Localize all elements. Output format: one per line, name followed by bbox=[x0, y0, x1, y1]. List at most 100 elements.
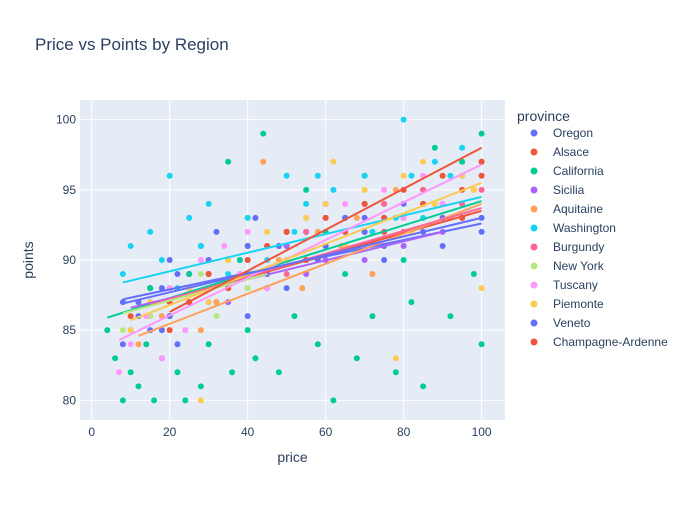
point-champagne-ardenne bbox=[283, 228, 290, 235]
point-oregon bbox=[381, 257, 388, 263]
y-tick-label: 90 bbox=[63, 253, 77, 267]
point-california bbox=[127, 369, 134, 376]
legend-marker bbox=[530, 243, 538, 251]
point-tuscany bbox=[381, 186, 388, 193]
point-california bbox=[260, 130, 267, 137]
point-piemonte bbox=[197, 397, 204, 404]
point-burgundy bbox=[283, 271, 290, 278]
legend-marker bbox=[530, 167, 538, 175]
point-alsace bbox=[478, 172, 485, 179]
legend-item-alsace[interactable]: Alsace bbox=[530, 145, 590, 159]
point-california bbox=[447, 313, 454, 320]
point-burgundy bbox=[478, 186, 485, 193]
point-california bbox=[225, 158, 232, 165]
point-oregon bbox=[213, 228, 220, 235]
point-california bbox=[303, 186, 310, 193]
point-tuscany bbox=[197, 257, 204, 263]
legend-item-washington[interactable]: Washington bbox=[530, 221, 616, 235]
point-california bbox=[314, 341, 321, 348]
point-california bbox=[408, 299, 415, 306]
legend[interactable]: Oregon Alsace California Sicilia Aquitaine Wa… bbox=[530, 126, 669, 349]
point-tuscany bbox=[244, 228, 251, 235]
point-piemonte bbox=[361, 186, 368, 193]
legend-title: province bbox=[517, 108, 570, 124]
point-california bbox=[342, 271, 349, 278]
trendline-washington bbox=[122, 195, 482, 284]
point-aquitaine bbox=[135, 341, 142, 348]
point-california bbox=[459, 158, 466, 165]
point-veneto bbox=[119, 341, 126, 348]
point-tuscany bbox=[115, 369, 122, 376]
point-aquitaine bbox=[369, 271, 376, 278]
point-piemonte bbox=[470, 186, 477, 193]
y-tick-label: 100 bbox=[56, 113, 76, 127]
x-tick-label: 60 bbox=[319, 425, 333, 439]
y-tick-label: 85 bbox=[63, 323, 77, 337]
point-champagne-ardenne bbox=[166, 327, 173, 334]
legend-item-aquitaine[interactable]: Aquitaine bbox=[530, 202, 604, 216]
legend-marker bbox=[530, 281, 538, 289]
point-veneto bbox=[158, 285, 165, 292]
point-california bbox=[478, 130, 485, 137]
point-california bbox=[244, 327, 251, 334]
x-tick-label: 100 bbox=[472, 425, 492, 439]
point-piemonte bbox=[330, 158, 337, 165]
point-piemonte bbox=[303, 214, 310, 221]
legend-item-piemonte[interactable]: Piemonte bbox=[530, 297, 605, 311]
point-california bbox=[104, 327, 111, 334]
point-aquitaine bbox=[353, 214, 360, 221]
point-california bbox=[182, 397, 189, 404]
point-california bbox=[252, 355, 259, 362]
legend-label: Champagne-Ardenne bbox=[553, 335, 668, 349]
legend-item-burgundy[interactable]: Burgundy bbox=[530, 240, 605, 254]
point-washington bbox=[459, 144, 466, 151]
point-new-york bbox=[119, 327, 126, 334]
legend-label: Veneto bbox=[553, 316, 591, 330]
point-oregon bbox=[439, 242, 446, 249]
legend-item-veneto[interactable]: Veneto bbox=[530, 316, 591, 330]
point-tuscany bbox=[221, 242, 228, 249]
axis-tick-labels: 0 20 40 60 80 100 80 85 90 95 100 bbox=[56, 113, 492, 439]
point-california bbox=[151, 397, 158, 404]
point-new-york bbox=[213, 313, 220, 320]
legend-item-california[interactable]: California bbox=[530, 164, 605, 178]
legend-marker bbox=[530, 129, 538, 137]
legend-label: California bbox=[553, 164, 604, 178]
point-sicilia bbox=[400, 242, 407, 249]
point-california bbox=[174, 369, 181, 376]
chart-title: Price vs Points by Region bbox=[35, 35, 229, 54]
legend-item-champagne-ardenne[interactable]: Champagne-Ardenne bbox=[530, 335, 669, 349]
point-veneto bbox=[174, 271, 181, 278]
legend-label: Oregon bbox=[553, 126, 593, 140]
point-piemonte bbox=[400, 172, 407, 179]
point-piemonte bbox=[420, 158, 427, 165]
point-piemonte bbox=[322, 200, 329, 207]
point-burgundy bbox=[381, 200, 388, 207]
point-washington bbox=[166, 172, 173, 179]
legend-item-sicilia[interactable]: Sicilia bbox=[530, 183, 585, 197]
point-tuscany bbox=[158, 355, 165, 362]
point-tuscany bbox=[342, 200, 349, 207]
point-washington bbox=[330, 186, 337, 193]
point-sicilia bbox=[361, 257, 368, 263]
point-aquitaine bbox=[299, 285, 306, 292]
y-tick-label: 80 bbox=[63, 393, 77, 407]
point-california bbox=[420, 383, 427, 390]
legend-label: Aquitaine bbox=[553, 202, 603, 216]
legend-item-tuscany[interactable]: Tuscany bbox=[530, 278, 598, 292]
point-washington bbox=[431, 158, 438, 165]
point-washington bbox=[283, 172, 290, 179]
point-california bbox=[186, 271, 193, 278]
point-washington bbox=[205, 200, 212, 207]
point-california bbox=[369, 313, 376, 320]
legend-item-oregon[interactable]: Oregon bbox=[530, 126, 594, 140]
point-champagne-ardenne bbox=[322, 214, 329, 221]
point-oregon bbox=[158, 327, 165, 334]
point-oregon bbox=[244, 313, 251, 320]
x-axis-label: price bbox=[277, 449, 308, 465]
point-piemonte bbox=[205, 299, 212, 306]
legend-marker bbox=[530, 338, 538, 346]
legend-item-new-york[interactable]: New York bbox=[530, 259, 605, 273]
point-champagne-ardenne bbox=[478, 158, 485, 165]
